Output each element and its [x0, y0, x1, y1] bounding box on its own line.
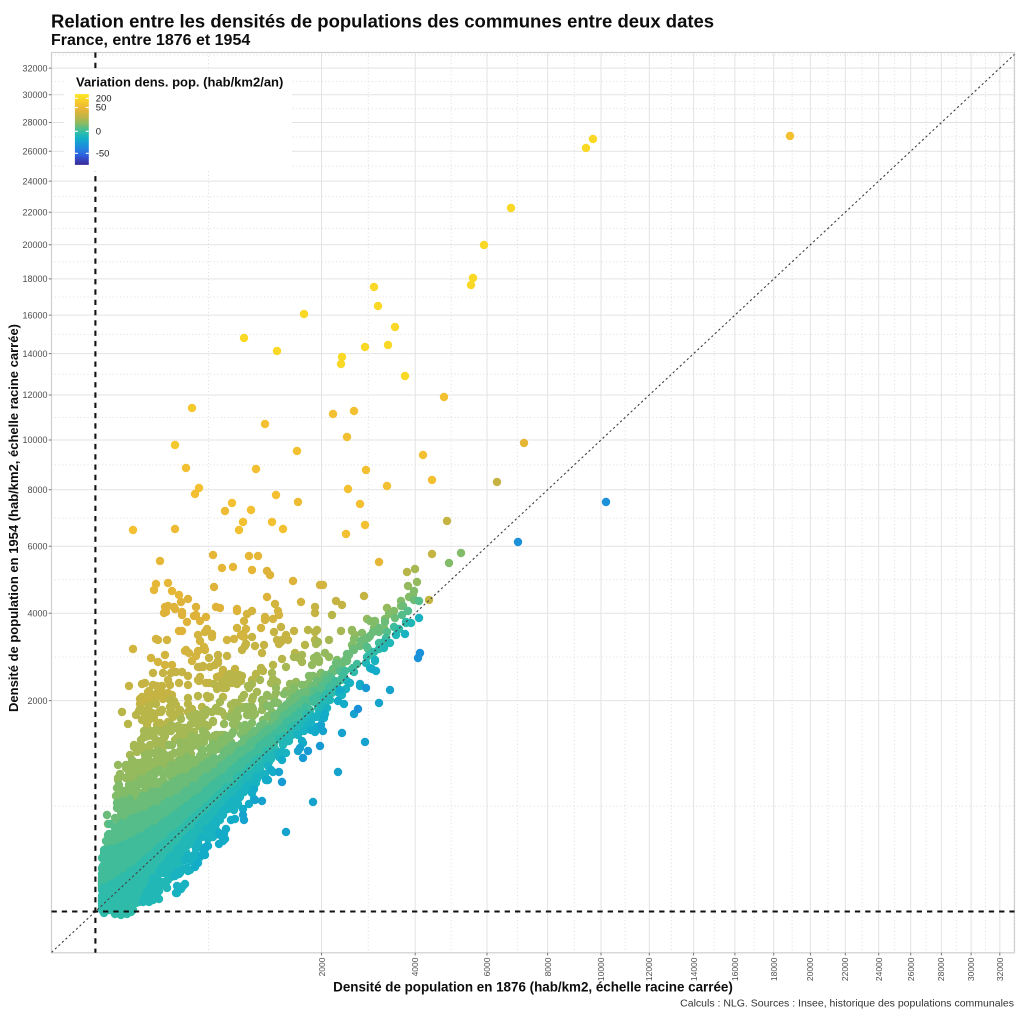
- svg-text:18000: 18000: [22, 274, 47, 284]
- svg-text:22000: 22000: [22, 207, 47, 217]
- svg-text:14000: 14000: [22, 349, 47, 359]
- svg-text:20000: 20000: [22, 240, 47, 250]
- svg-text:30000: 30000: [22, 90, 47, 100]
- svg-text:50: 50: [96, 103, 107, 114]
- svg-text:Variation dens. pop. (hab/km2/: Variation dens. pop. (hab/km2/an): [76, 74, 283, 89]
- svg-text:22000: 22000: [840, 957, 850, 981]
- svg-text:12000: 12000: [644, 957, 654, 981]
- svg-text:14000: 14000: [689, 957, 699, 981]
- svg-text:16000: 16000: [730, 957, 740, 981]
- svg-text:6000: 6000: [27, 542, 47, 552]
- svg-text:10000: 10000: [596, 957, 606, 981]
- svg-text:20000: 20000: [805, 957, 815, 981]
- svg-text:2000: 2000: [317, 957, 327, 976]
- svg-text:24000: 24000: [874, 957, 884, 981]
- svg-text:Densité de population en 1954: Densité de population en 1954 (hab/km2, …: [6, 324, 21, 712]
- svg-text:28000: 28000: [22, 118, 47, 128]
- svg-text:4000: 4000: [27, 609, 47, 619]
- svg-text:0: 0: [96, 127, 101, 138]
- svg-text:Relation entre les densités de: Relation entre les densités de populatio…: [51, 11, 714, 32]
- svg-text:24000: 24000: [22, 176, 47, 186]
- svg-text:32000: 32000: [22, 63, 47, 73]
- svg-text:8000: 8000: [543, 957, 553, 976]
- svg-text:12000: 12000: [22, 390, 47, 400]
- svg-text:200: 200: [96, 94, 112, 105]
- svg-text:26000: 26000: [22, 146, 47, 156]
- svg-text:France, entre 1876 et 1954: France, entre 1876 et 1954: [51, 32, 250, 49]
- svg-text:10000: 10000: [22, 435, 47, 445]
- svg-text:16000: 16000: [22, 310, 47, 320]
- svg-text:6000: 6000: [482, 957, 492, 976]
- svg-text:Densité de population en 1876: Densité de population en 1876 (hab/km2, …: [333, 980, 733, 995]
- svg-text:2000: 2000: [27, 696, 47, 706]
- svg-text:Calculs : NLG. Sources : Insee: Calculs : NLG. Sources : Insee, historiq…: [680, 998, 1014, 1010]
- svg-text:28000: 28000: [936, 957, 946, 981]
- svg-text:26000: 26000: [906, 957, 916, 981]
- svg-text:8000: 8000: [27, 485, 47, 495]
- svg-text:4000: 4000: [410, 957, 420, 976]
- svg-text:18000: 18000: [769, 957, 779, 981]
- svg-text:-50: -50: [96, 149, 110, 160]
- svg-text:30000: 30000: [966, 957, 976, 981]
- svg-text:32000: 32000: [995, 957, 1005, 981]
